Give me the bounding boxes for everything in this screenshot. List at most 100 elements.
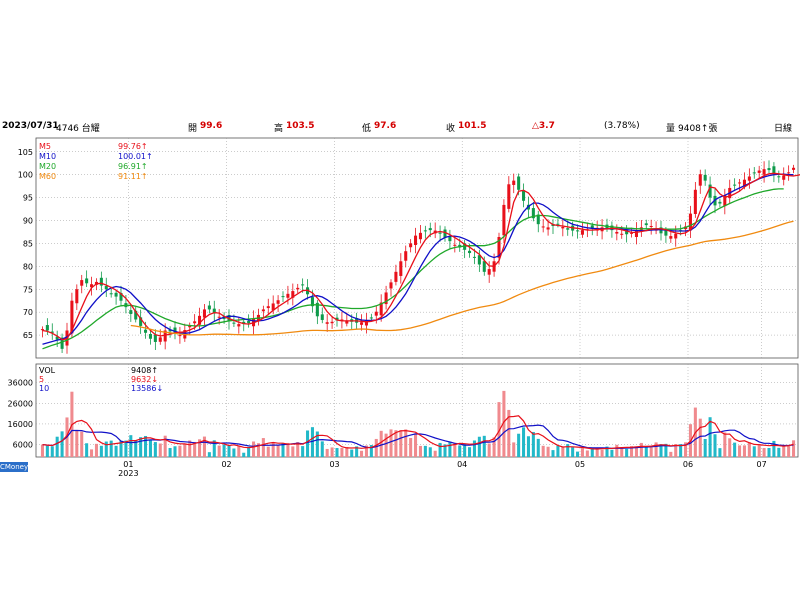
month-label: 07 bbox=[757, 460, 767, 469]
volume-bar bbox=[286, 442, 290, 457]
volume-bar bbox=[580, 447, 584, 457]
volume-bar bbox=[261, 438, 265, 457]
candle-body bbox=[291, 291, 295, 298]
volume-bar bbox=[379, 430, 383, 457]
volume-bar bbox=[301, 446, 305, 457]
candle-body bbox=[320, 314, 324, 320]
volume-bar bbox=[757, 443, 761, 457]
volume-bar bbox=[649, 447, 653, 457]
volume-bar bbox=[139, 437, 143, 457]
candle-body bbox=[109, 293, 113, 295]
volume-bar bbox=[232, 448, 236, 457]
year-label: 2023 bbox=[118, 469, 138, 478]
low-value: 97.6 bbox=[374, 121, 397, 131]
candle-body bbox=[742, 179, 746, 187]
volume-bar bbox=[747, 442, 751, 457]
close-label: 收 bbox=[446, 124, 456, 134]
candle-body bbox=[418, 232, 422, 240]
volume-bar bbox=[183, 443, 187, 457]
volume-bar bbox=[502, 390, 506, 457]
volume-bar bbox=[772, 440, 776, 457]
candle-body bbox=[310, 297, 314, 307]
legend-value: 96.91↑ bbox=[118, 162, 148, 171]
volume-bar bbox=[50, 446, 54, 457]
volume-bar bbox=[566, 444, 570, 457]
candle-body bbox=[340, 319, 344, 321]
volume-tick-label: 36000 bbox=[8, 379, 33, 388]
candle-body bbox=[546, 227, 550, 230]
candle-body bbox=[669, 236, 673, 239]
volume-bar bbox=[482, 435, 486, 457]
volume-bar bbox=[153, 442, 157, 457]
candle-body bbox=[782, 175, 786, 180]
volume-bar bbox=[227, 445, 231, 457]
price-panel: 65 70 75 80 85 90 95 100 105 M5 99.76↑ M10 100.01↑ M2… bbox=[18, 137, 800, 359]
candle-body bbox=[448, 236, 452, 242]
volume-bar bbox=[418, 445, 422, 457]
volume-bar bbox=[212, 440, 216, 457]
volume-bar bbox=[340, 447, 344, 457]
ma20-line bbox=[42, 188, 784, 350]
candle-body bbox=[580, 230, 584, 235]
volume-bar bbox=[674, 444, 678, 457]
candle-body bbox=[85, 278, 89, 284]
price-tick-label: 85 bbox=[23, 239, 33, 248]
volume-bar bbox=[634, 446, 638, 457]
candle-body bbox=[247, 320, 251, 324]
candle-body bbox=[360, 322, 364, 325]
candle-body bbox=[188, 325, 192, 328]
price-tick-label: 95 bbox=[23, 194, 33, 203]
volume-bar bbox=[713, 434, 717, 457]
candle-body bbox=[487, 269, 491, 275]
ma60-line bbox=[130, 220, 794, 336]
volume-bar bbox=[188, 440, 192, 457]
price-tick-label: 75 bbox=[23, 285, 33, 294]
candle-body bbox=[198, 315, 202, 325]
candle-body bbox=[625, 229, 629, 235]
volume-bar bbox=[399, 430, 403, 457]
candle-body bbox=[541, 226, 545, 228]
volume-bar bbox=[144, 435, 148, 457]
candle-body bbox=[409, 243, 413, 248]
volume-bar bbox=[738, 445, 742, 457]
volume-bar bbox=[374, 438, 378, 457]
volume-bar bbox=[679, 444, 683, 457]
volume-bar bbox=[389, 429, 393, 457]
volume-bar bbox=[247, 446, 251, 457]
volume-bar bbox=[85, 443, 89, 457]
candle-body bbox=[286, 293, 290, 298]
candle-body bbox=[752, 172, 756, 174]
candle-body bbox=[301, 284, 305, 286]
candle-body bbox=[70, 300, 74, 334]
candle-body bbox=[757, 170, 761, 173]
candle-body bbox=[590, 225, 594, 229]
volume-bar bbox=[630, 446, 634, 457]
volume-bar bbox=[271, 442, 275, 457]
candle-body bbox=[296, 287, 300, 290]
volume-bar bbox=[163, 435, 167, 457]
volume-bar bbox=[477, 436, 481, 457]
vol-legend-label: 5 bbox=[39, 375, 44, 384]
candle-body bbox=[80, 280, 84, 286]
legend-label: M10 bbox=[39, 152, 56, 161]
volume-bar bbox=[168, 447, 172, 457]
candle-body bbox=[733, 184, 737, 186]
volume-bar bbox=[364, 445, 368, 457]
volume-bar bbox=[752, 446, 756, 457]
volume-value: 9408↑張 bbox=[678, 124, 718, 134]
vol-legend-label: 10 bbox=[39, 384, 49, 393]
period-label[interactable]: 日線 bbox=[774, 124, 793, 134]
volume-bar bbox=[615, 444, 619, 457]
candle-body bbox=[443, 229, 447, 238]
candle-body bbox=[659, 227, 663, 234]
volume-bar bbox=[792, 440, 796, 457]
candle-body bbox=[212, 308, 216, 314]
volume-bar bbox=[202, 436, 206, 457]
legend-label: M5 bbox=[39, 142, 51, 151]
volume-bar bbox=[291, 446, 295, 457]
candle-body bbox=[384, 292, 388, 305]
volume-bar bbox=[414, 433, 418, 457]
candle-body bbox=[708, 184, 712, 198]
volume-bar bbox=[551, 450, 555, 457]
candle-body bbox=[576, 230, 580, 232]
